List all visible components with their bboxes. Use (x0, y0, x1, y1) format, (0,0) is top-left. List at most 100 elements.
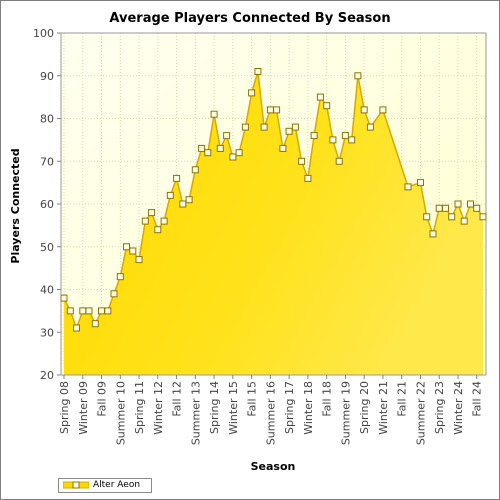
data-point (260, 123, 268, 131)
data-point (235, 149, 243, 157)
x-tick-label: Winter 18 (302, 381, 315, 435)
y-tick-label: 100 (33, 27, 54, 40)
data-point (229, 153, 237, 161)
data-point (448, 213, 456, 221)
chart-title: Average Players Connected By Season (109, 11, 390, 26)
data-point (442, 204, 449, 212)
data-point (423, 213, 431, 221)
y-tick-label: 30 (40, 326, 54, 339)
data-point (404, 183, 412, 191)
data-point (273, 106, 281, 114)
data-point (348, 136, 356, 144)
x-tick-label: Spring 17 (283, 381, 296, 434)
data-point (429, 230, 437, 238)
data-point (241, 123, 249, 131)
data-point (91, 320, 99, 328)
y-tick-label: 90 (40, 70, 54, 83)
data-point (460, 217, 468, 225)
data-point (254, 68, 262, 75)
data-point (66, 307, 74, 315)
x-tick-label: Winter 15 (227, 381, 240, 435)
data-point (310, 132, 318, 140)
y-tick-label: 60 (40, 198, 54, 211)
x-tick-label: Winter 24 (452, 381, 465, 435)
data-point (210, 110, 218, 118)
y-tick-label: 40 (40, 284, 54, 297)
data-point (473, 204, 481, 212)
legend-series-label: Alter Aeon (93, 480, 141, 490)
data-point (173, 174, 181, 182)
x-tick-label: Fall 15 (246, 381, 259, 417)
y-tick-label: 50 (40, 241, 54, 254)
data-point (266, 106, 274, 114)
data-point (354, 72, 362, 80)
data-point (60, 294, 68, 302)
data-point (291, 123, 299, 131)
x-tick-label: Summer 13 (189, 381, 202, 445)
data-point (329, 136, 337, 144)
data-point (379, 106, 387, 114)
x-tick-label: Summer 19 (339, 381, 352, 445)
x-tick-label: Summer 10 (114, 381, 127, 445)
data-point (160, 217, 168, 225)
legend-series-key (63, 481, 89, 489)
series-area-alter-aeon (64, 71, 483, 375)
x-axis-label: Season (251, 460, 296, 473)
plot-border (60, 32, 487, 376)
x-tick-label: Fall 21 (396, 381, 409, 417)
data-point (341, 132, 349, 140)
x-tick-label: Spring 20 (358, 381, 371, 434)
y-tick-label: 70 (40, 155, 54, 168)
data-point (166, 191, 174, 199)
data-point (479, 213, 487, 221)
data-point (285, 127, 293, 135)
x-tick-label: Fall 12 (171, 381, 184, 417)
y-tick-label: 80 (40, 113, 54, 126)
data-point (116, 273, 124, 281)
data-point (323, 102, 331, 110)
data-point (123, 243, 130, 251)
data-point (467, 200, 474, 208)
data-point (185, 196, 193, 204)
data-point (304, 174, 312, 182)
data-point (279, 144, 287, 152)
data-point (417, 179, 424, 187)
y-axis-label: Players Connected (9, 148, 22, 263)
data-point (154, 226, 162, 234)
x-tick-label: Fall 18 (321, 381, 334, 417)
data-point (454, 200, 462, 208)
x-tick-label: Spring 08 (58, 381, 71, 434)
data-point (223, 132, 231, 140)
x-tick-label: Summer 22 (415, 381, 428, 445)
data-point (141, 217, 149, 225)
data-point (129, 247, 137, 255)
data-point (248, 89, 256, 97)
x-tick-label: Summer 16 (264, 381, 277, 445)
legend: Alter Aeon (58, 478, 152, 493)
data-point (435, 204, 443, 212)
data-point (198, 144, 206, 152)
data-point (335, 157, 343, 165)
data-point (366, 123, 374, 131)
data-point (79, 307, 87, 315)
data-point (135, 256, 143, 264)
x-tick-label: Spring 23 (433, 381, 446, 434)
data-point (316, 93, 324, 101)
data-point (85, 307, 93, 315)
data-point (73, 324, 80, 332)
x-tick-label: Fall 09 (96, 381, 109, 417)
data-point (110, 290, 118, 298)
data-point (191, 166, 199, 174)
x-tick-label: Winter 12 (152, 381, 165, 435)
data-point (204, 149, 212, 157)
data-point (104, 307, 112, 315)
data-point (148, 209, 156, 217)
x-tick-label: Spring 14 (208, 381, 221, 434)
y-tick-label: 20 (40, 369, 54, 382)
data-point (298, 157, 306, 165)
x-tick-label: Winter 09 (77, 381, 90, 435)
x-tick-label: Spring 11 (133, 381, 146, 434)
x-tick-label: Winter 21 (377, 381, 390, 435)
x-tick-label: Fall 24 (471, 381, 484, 417)
